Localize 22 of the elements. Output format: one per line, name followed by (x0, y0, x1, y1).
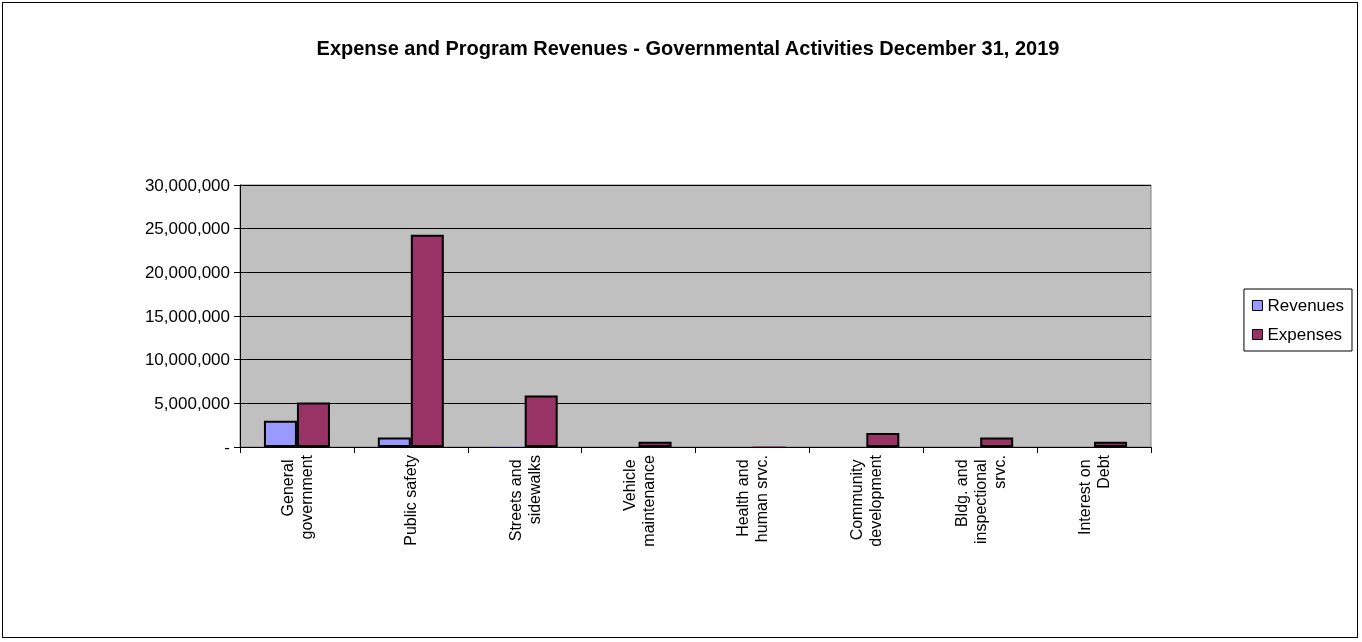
y-tick-label: 30,000,000 (144, 175, 230, 195)
chart-title: Expense and Program Revenues - Governmental Activities December 31, 2019 (316, 36, 1060, 59)
y-tick-label: 15,000,000 (144, 306, 230, 326)
y-tick-label: 20,000,000 (144, 262, 230, 282)
x-tick-label: Community development (848, 454, 885, 547)
x-tick-label: Streets and sidewalks (506, 455, 543, 542)
x-tick-label: Interest on Debt (1076, 454, 1113, 536)
y-tick-label: 10,000,000 (144, 350, 230, 370)
x-tick-label: Bldg. and inspectional srvc. (952, 455, 1008, 544)
x-tick-label: Health and human srvc. (734, 455, 771, 543)
x-tick-label: Public safety (402, 455, 420, 546)
y-tick-label: 5,000,000 (154, 393, 230, 413)
y-tick-label: - (224, 437, 230, 457)
x-tick-label: Vehicle maintenance (620, 454, 657, 547)
legend-label: Expenses (1267, 325, 1343, 344)
bar (980, 437, 1014, 447)
legend-label: Revenues (1267, 296, 1345, 315)
x-tick-label: General government (278, 454, 315, 540)
bar (638, 441, 672, 447)
bar (1094, 441, 1128, 447)
bar (866, 433, 900, 447)
y-tick-label: 25,000,000 (144, 219, 230, 239)
